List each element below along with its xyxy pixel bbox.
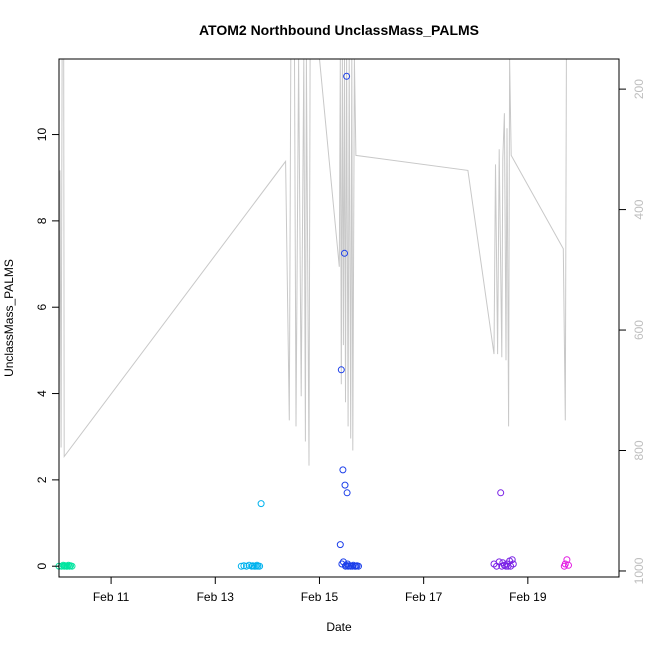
y-tick-label: 0 [35,563,49,570]
data-point [341,481,349,489]
data-point [252,562,260,570]
data-point [508,556,516,564]
data-point [256,562,264,570]
y-tick-label: 10 [35,128,49,142]
data-point [336,541,344,549]
x-tick-label: Feb 17 [405,590,443,604]
x-tick-label: Feb 19 [509,590,547,604]
axes-layer: 0 2 4 6 8 10 Feb 11 Feb 13 Feb 15 Feb 17 Feb 19 200… [35,79,646,604]
y-tick-label: 2 [35,476,49,483]
right-tick-label: 1000 [632,557,646,584]
right-tick-label: 400 [632,199,646,219]
altitude-line-layer [59,59,567,466]
points-layer [55,72,572,570]
x-tick-label: Feb 15 [301,590,339,604]
y-tick-label: 8 [35,217,49,224]
data-point [497,489,505,497]
plot-frame [58,58,620,578]
x-tick-label: Feb 13 [197,590,235,604]
data-point [257,500,265,508]
data-point [240,562,248,570]
chart-title: ATOM2 Northbound UnclassMass_PALMS [199,22,479,38]
right-tick-label: 200 [632,79,646,99]
data-point [343,489,351,497]
x-tick-label: Feb 11 [93,590,130,604]
data-point [63,562,71,570]
y-tick-label: 6 [35,304,49,311]
x-axis-label: Date [326,620,352,634]
data-point [341,249,348,257]
data-point [337,366,345,374]
y-tick-label: 4 [35,390,49,397]
altitude-line [59,59,567,466]
right-tick-label: 800 [632,440,646,460]
data-point [68,562,76,570]
data-point [509,560,517,568]
data-point [561,560,569,568]
data-point [237,562,245,570]
data-point [355,562,362,570]
data-point [339,466,347,474]
data-point [565,561,572,569]
right-tick-label: 600 [632,320,646,340]
y-axis-label: UnclassMass_PALMS [2,259,16,377]
data-point [343,72,351,80]
